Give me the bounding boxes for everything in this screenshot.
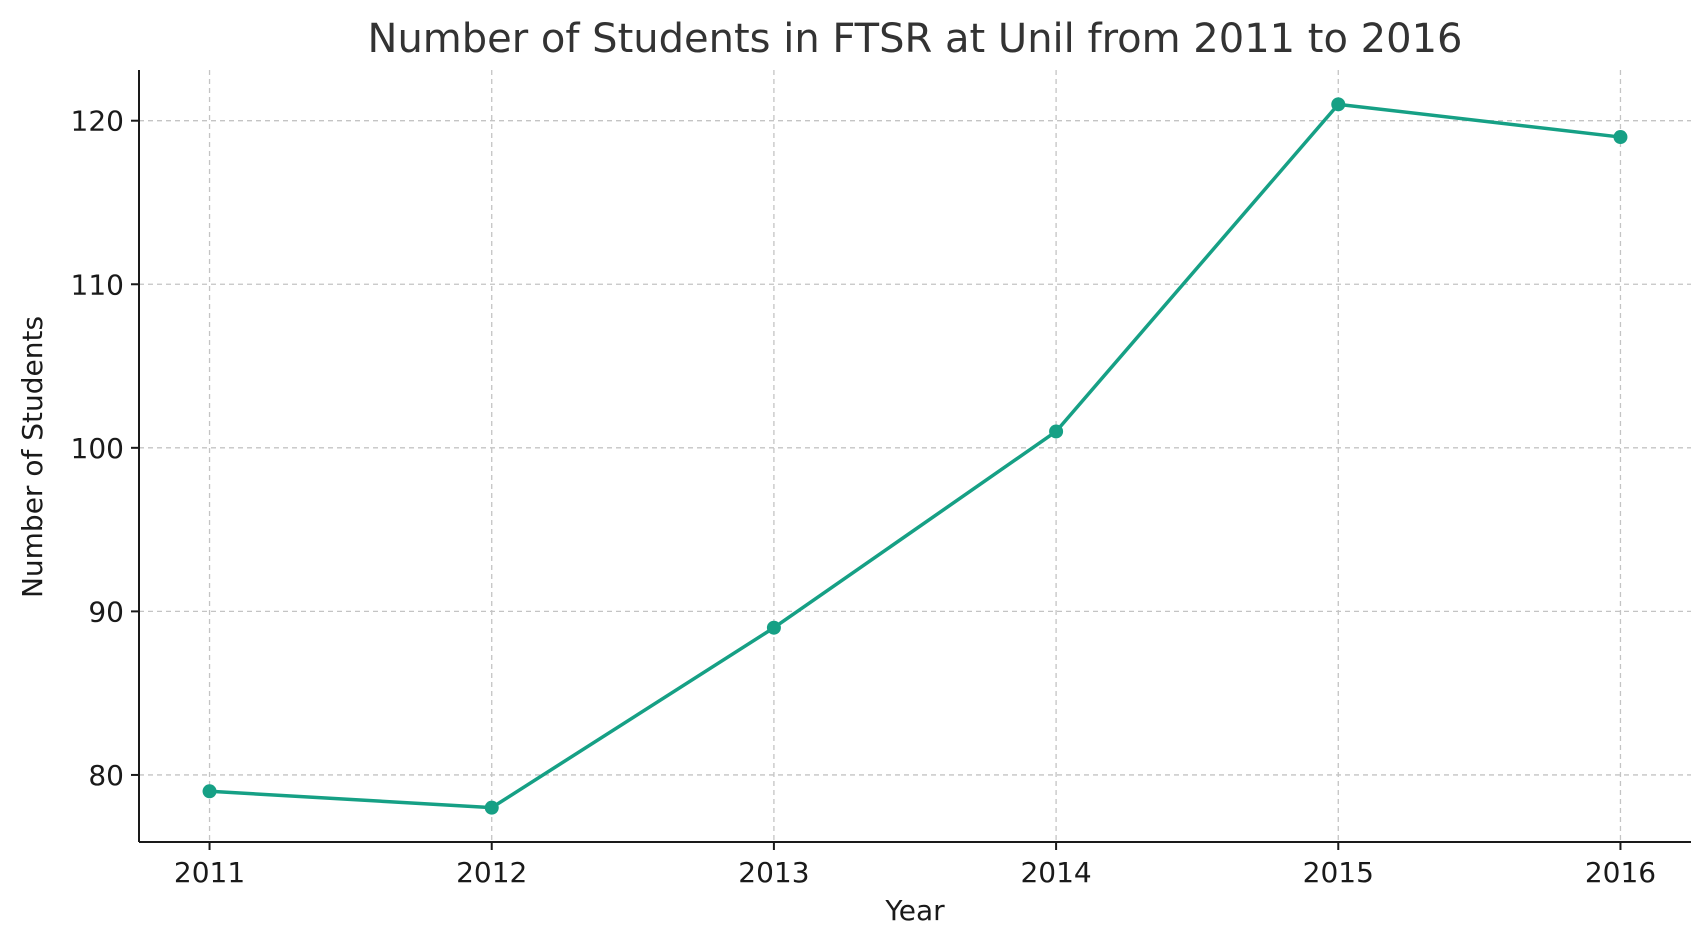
data-point bbox=[1049, 424, 1064, 439]
y-tick-label: 110 bbox=[71, 268, 124, 301]
data-point bbox=[1331, 97, 1346, 112]
y-tick-label: 90 bbox=[88, 595, 124, 628]
x-tick-label: 2012 bbox=[456, 856, 527, 889]
x-tick-label: 2015 bbox=[1303, 856, 1374, 889]
series-layer bbox=[202, 97, 1628, 815]
x-tick-label: 2011 bbox=[174, 856, 245, 889]
series-line bbox=[207, 102, 1623, 810]
y-gridlines bbox=[139, 120, 1691, 776]
y-tick-label: 80 bbox=[88, 759, 124, 792]
data-point bbox=[1613, 130, 1628, 145]
x-tick-label: 2016 bbox=[1585, 856, 1656, 889]
x-tick-label: 2013 bbox=[738, 856, 809, 889]
data-point bbox=[484, 800, 499, 815]
chart-title: Number of Students in FTSR at Unil from … bbox=[368, 16, 1463, 62]
data-point bbox=[766, 620, 781, 635]
y-tick-label: 120 bbox=[71, 105, 124, 138]
x-axis-label: Year bbox=[884, 894, 945, 927]
x-axis-ticks: 2011 2012 2013 2014 2015 2016 bbox=[174, 842, 1656, 889]
x-gridlines bbox=[208, 70, 1622, 842]
y-tick-label: 100 bbox=[71, 432, 124, 465]
y-axis-ticks: 80 90 100 110 120 bbox=[71, 105, 139, 792]
x-tick-label: 2014 bbox=[1020, 856, 1091, 889]
data-point bbox=[202, 784, 217, 799]
y-axis-label: Number of Students bbox=[16, 316, 49, 598]
